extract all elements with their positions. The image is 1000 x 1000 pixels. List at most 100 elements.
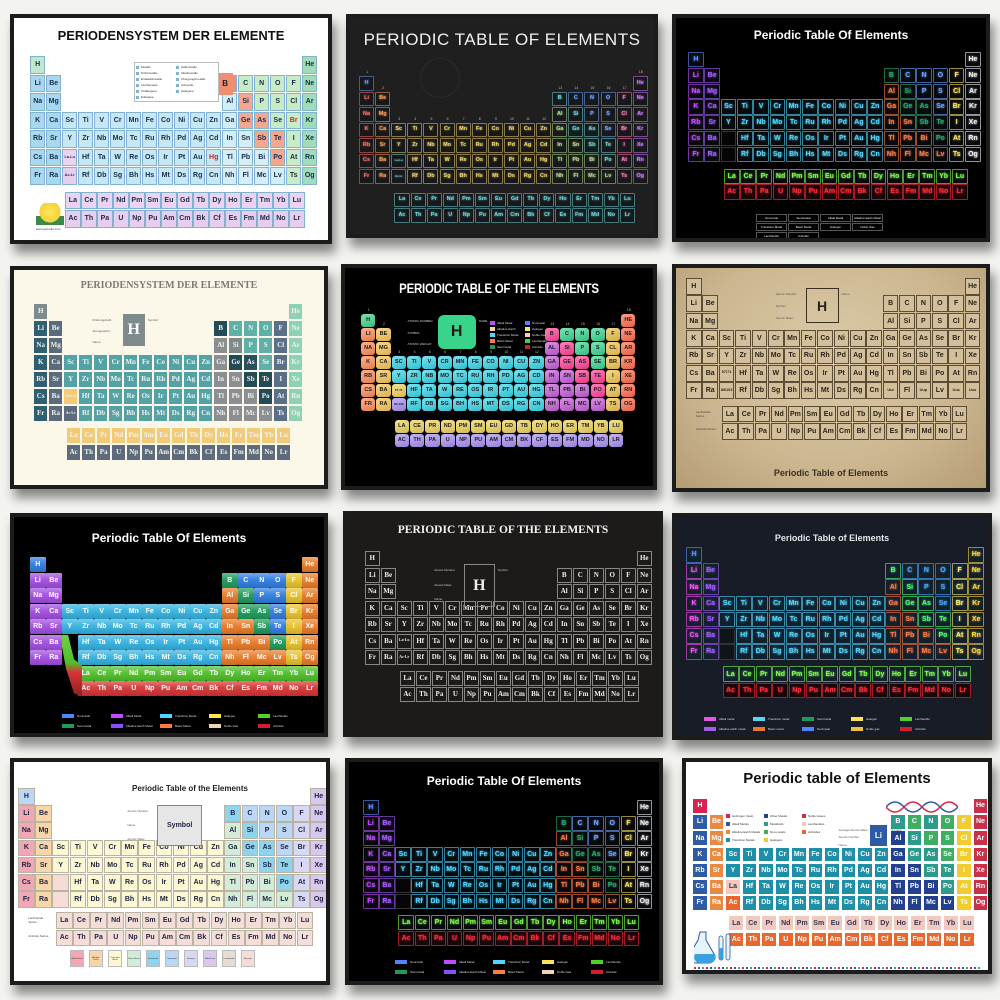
element-cell-rf[interactable]: Rf [78, 167, 94, 185]
element-cell-k[interactable]: K [686, 330, 702, 347]
element-cell-ar[interactable]: Ar [968, 579, 985, 595]
element-cell-sg[interactable]: Sg [110, 650, 126, 665]
element-cell-ho[interactable]: Ho [559, 915, 575, 931]
element-cell-db[interactable]: Db [94, 406, 108, 422]
element-cell-ge[interactable]: Ge [238, 603, 254, 619]
element-cell-es[interactable]: Es [559, 930, 575, 946]
element-cell-eu[interactable]: Eu [159, 912, 176, 930]
element-cell-co[interactable]: Co [818, 99, 835, 115]
element-cell-cf[interactable]: Cf [209, 210, 225, 228]
element-cell-eu[interactable]: Eu [161, 191, 177, 210]
element-cell-o[interactable]: O [590, 328, 605, 341]
element-cell-pu[interactable]: Pu [805, 682, 822, 699]
element-cell-bi[interactable]: Bi [254, 148, 270, 167]
element-cell-ts[interactable]: Ts [286, 167, 302, 185]
element-cell-co[interactable]: Co [817, 330, 833, 347]
element-cell-md[interactable]: Md [257, 210, 273, 228]
element-cell-la-lu[interactable]: La-Lu [62, 148, 78, 167]
element-cell-ba[interactable]: Ba [702, 365, 718, 382]
poster-p5[interactable]: PERIODIC TABLE OF THE ELEMENTS H HE LI BE B C N… [341, 264, 657, 490]
element-cell-cf[interactable]: Cf [539, 208, 555, 223]
element-cell-f[interactable]: F [293, 805, 310, 822]
element-cell-ti[interactable]: Ti [69, 839, 87, 857]
element-cell-bh[interactable]: Bh [784, 382, 800, 399]
element-cell-re[interactable]: Re [785, 131, 802, 147]
element-cell-cm[interactable]: Cm [177, 210, 193, 228]
element-cell-b[interactable]: B [557, 567, 572, 583]
element-cell-sm[interactable]: Sm [478, 915, 495, 931]
element-cell-br[interactable]: BR [605, 356, 621, 369]
element-cell-hg[interactable]: Hg [206, 634, 222, 650]
element-cell-os[interactable]: Os [477, 633, 492, 649]
element-cell-89/103[interactable]: 89/103 [718, 382, 735, 399]
element-cell-pm[interactable]: Pm [129, 191, 145, 210]
element-cell-ir[interactable]: Ir [818, 628, 835, 644]
element-cell-er[interactable]: Er [241, 191, 257, 210]
element-cell-h[interactable]: H [359, 76, 375, 91]
element-cell-[interactable] [52, 891, 70, 908]
element-cell-p[interactable]: P [916, 83, 932, 99]
element-cell-fm[interactable]: Fm [903, 184, 919, 200]
element-cell-i[interactable]: I [956, 862, 972, 879]
element-cell-c[interactable]: C [901, 563, 918, 579]
element-cell-hg[interactable]: Hg [206, 148, 222, 167]
element-cell-gd[interactable]: Gd [837, 168, 854, 184]
element-cell-er[interactable]: Er [245, 912, 262, 930]
element-cell-ds[interactable]: Ds [503, 169, 519, 184]
element-cell-re[interactable]: RE [452, 384, 468, 397]
element-cell-ce[interactable]: Ce [739, 666, 756, 682]
element-cell-bi[interactable]: Bi [258, 874, 276, 891]
element-cell-pa[interactable]: Pa [97, 210, 113, 228]
element-cell-in[interactable]: In [222, 130, 238, 148]
element-cell-pt[interactable]: Pt [503, 153, 519, 168]
element-cell-ac[interactable]: Ac [67, 445, 81, 461]
element-cell-ta[interactable]: Ta [94, 634, 110, 650]
element-cell-rg[interactable]: Rg [524, 893, 540, 909]
element-cell-nd[interactable]: Nd [777, 915, 794, 931]
element-cell-fr[interactable]: Fr [34, 406, 48, 422]
element-cell-zr[interactable]: Zr [735, 347, 751, 365]
element-cell-al[interactable]: Al [214, 338, 228, 354]
element-cell-cl[interactable]: Cl [948, 312, 964, 330]
element-cell-mc[interactable]: Mc [589, 650, 604, 665]
element-cell-cu[interactable]: Cu [190, 111, 206, 130]
element-cell-cs[interactable]: Cs [34, 389, 48, 405]
element-cell-ru[interactable]: Ru [139, 372, 153, 388]
element-cell-rh[interactable]: Rh [155, 856, 173, 874]
element-cell-lv[interactable]: Lv [270, 167, 286, 185]
element-cell-yb[interactable]: Yb [279, 912, 297, 930]
element-cell-re[interactable]: Re [461, 633, 476, 649]
element-cell-v[interactable]: V [94, 603, 110, 619]
element-cell-o[interactable]: O [605, 567, 620, 583]
element-cell-cn[interactable]: Cn [540, 893, 556, 909]
element-cell-rg[interactable]: Rg [520, 169, 536, 184]
element-cell-xe[interactable]: Xe [964, 347, 981, 365]
element-cell-nb[interactable]: Nb [427, 862, 443, 878]
element-cell-ga[interactable]: Ga [556, 846, 572, 862]
element-cell-c[interactable]: C [229, 321, 243, 337]
element-cell-rg[interactable]: Rg [190, 650, 206, 665]
element-cell-re[interactable]: Re [785, 628, 802, 644]
element-cell-na[interactable]: Na [18, 822, 35, 840]
element-cell-mc[interactable]: Mc [258, 891, 276, 908]
element-cell-sg[interactable]: Sg [774, 895, 791, 911]
element-cell-cm[interactable]: Cm [836, 423, 853, 440]
element-cell-y[interactable]: Y [62, 130, 78, 148]
element-cell-i[interactable]: I [286, 619, 302, 634]
element-cell-ne[interactable]: Ne [302, 74, 318, 93]
element-cell-se[interactable]: Se [939, 846, 956, 863]
element-cell-in[interactable]: In [890, 862, 906, 879]
element-cell-rf[interactable]: Rf [413, 650, 428, 665]
element-cell-57-71[interactable]: 57-71 [391, 384, 406, 397]
element-cell-ga[interactable]: Ga [882, 330, 899, 347]
element-cell-mc[interactable]: Mc [584, 169, 600, 184]
element-cell-se[interactable]: Se [605, 600, 620, 616]
element-cell-in[interactable]: In [883, 115, 900, 131]
element-cell-cr[interactable]: Cr [769, 595, 785, 612]
element-cell-p[interactable]: P [918, 579, 935, 595]
element-cell-hg[interactable]: Hg [541, 633, 556, 649]
element-cell-ge[interactable]: Ge [573, 600, 588, 616]
element-cell-te[interactable]: Te [604, 862, 620, 878]
element-cell-au[interactable]: Au [190, 634, 206, 650]
element-cell-er[interactable]: Er [902, 405, 919, 423]
